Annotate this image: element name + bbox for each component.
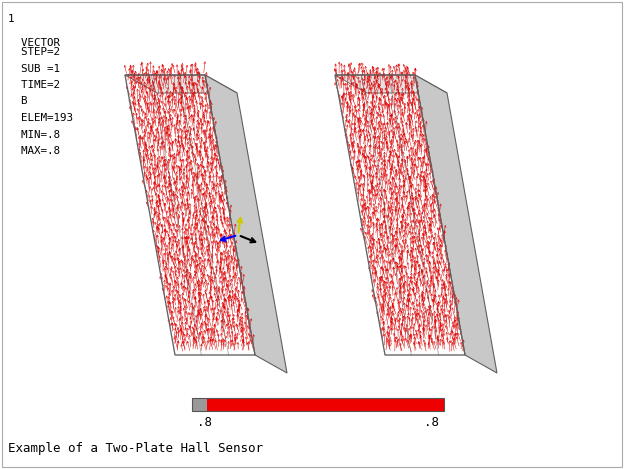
Text: 1: 1: [8, 14, 14, 24]
Bar: [192, 398, 444, 411]
Text: VECTOR: VECTOR: [8, 38, 60, 48]
Text: SUB =1: SUB =1: [8, 63, 60, 74]
Text: MAX=.8: MAX=.8: [8, 146, 60, 156]
Polygon shape: [125, 75, 255, 355]
Polygon shape: [125, 75, 237, 93]
Text: MIN=.8: MIN=.8: [8, 129, 60, 139]
Polygon shape: [335, 75, 447, 93]
Text: TIME=2: TIME=2: [8, 80, 60, 90]
Text: ELEM=193: ELEM=193: [8, 113, 73, 123]
Polygon shape: [205, 75, 287, 373]
Bar: [192, 398, 207, 411]
Text: STEP=2: STEP=2: [8, 47, 60, 57]
Text: .8: .8: [197, 416, 212, 429]
Text: B: B: [8, 97, 27, 106]
Polygon shape: [415, 75, 497, 373]
Text: Example of a Two-Plate Hall Sensor: Example of a Two-Plate Hall Sensor: [8, 442, 263, 455]
Bar: [207, 398, 444, 411]
Text: .8: .8: [424, 416, 439, 429]
Polygon shape: [335, 75, 465, 355]
